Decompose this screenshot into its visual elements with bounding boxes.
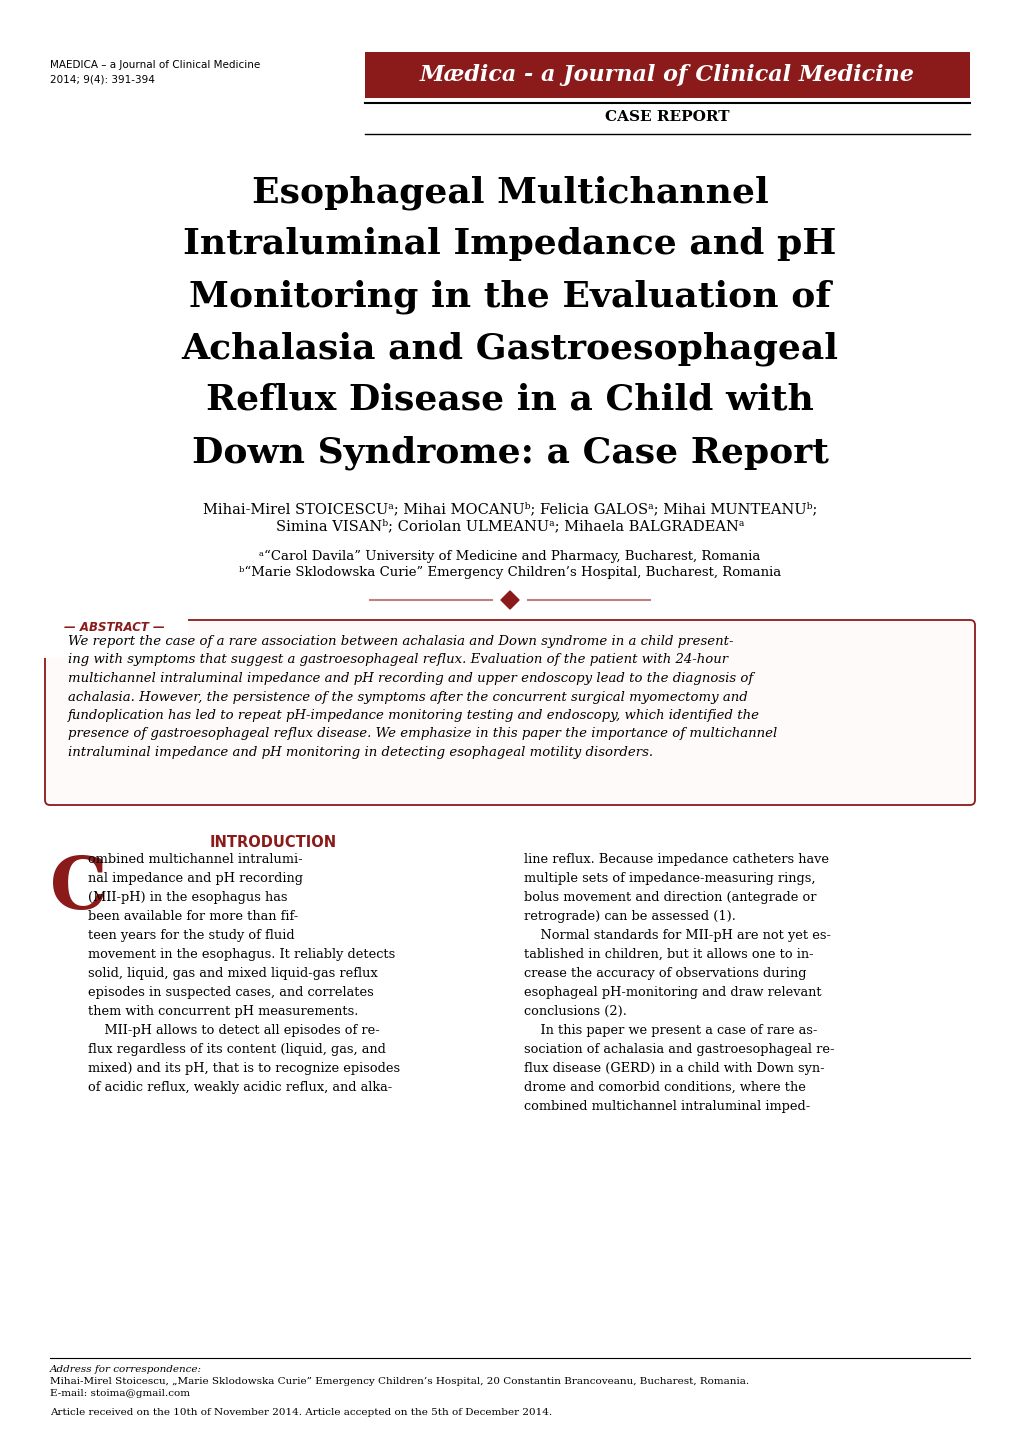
Text: Monitoring in the Evaluation of: Monitoring in the Evaluation of [189,279,830,313]
Bar [365,51,969,99]
Text: Reflux Disease in a Child with: Reflux Disease in a Child with [206,383,813,418]
Text: Address for correspondence:: Address for correspondence: [50,1366,202,1374]
Text: Esophageal Multichannel: Esophageal Multichannel [252,174,767,210]
Text: Mædica - a Journal of Clinical Medicine: Mædica - a Journal of Clinical Medicine [420,64,914,86]
Text: Mihai-Mirel STOICESCUᵃ; Mihai MOCANUᵇ; Felicia GALOSᵃ; Mihai MUNTEANUᵇ;: Mihai-Mirel STOICESCUᵃ; Mihai MOCANUᵇ; F… [203,502,816,516]
Text: We report the case of a rare association between achalasia and Down syndrome in : We report the case of a rare association… [68,635,776,759]
FancyBboxPatch shape [45,621,974,805]
Text: C: C [50,854,107,924]
Text: Down Syndrome: a Case Report: Down Syndrome: a Case Report [192,435,827,469]
Text: Intraluminal Impedance and pH: Intraluminal Impedance and pH [183,227,836,262]
Text: Simina VISANᵇ; Coriolan ULMEANUᵃ; Mihaela BALGRADEANᵃ: Simina VISANᵇ; Coriolan ULMEANUᵃ; Mihael… [275,519,744,533]
Text: INTRODUCTION: INTRODUCTION [209,835,336,849]
Polygon shape [500,591,519,609]
Text: CASE REPORT: CASE REPORT [604,110,729,124]
Text: Mihai-Mirel Stoicescu, „Marie Sklodowska Curie” Emergency Children’s Hospital, 2: Mihai-Mirel Stoicescu, „Marie Sklodowska… [50,1377,748,1386]
Text: ᵃ“Carol Davila” University of Medicine and Pharmacy, Bucharest, Romania: ᵃ“Carol Davila” University of Medicine a… [259,551,760,563]
Text: MAEDICA – a Journal of Clinical Medicine: MAEDICA – a Journal of Clinical Medicine [50,60,260,70]
Text: Achalasia and Gastroesophageal: Achalasia and Gastroesophageal [181,330,838,366]
Text: ombined multichannel intralumi-
nal impedance and pH recording
(MII-pH) in the e: ombined multichannel intralumi- nal impe… [88,854,399,1094]
Text: E-mail: stoima@gmail.com: E-mail: stoima@gmail.com [50,1389,190,1399]
Text: ᵇ“Marie Sklodowska Curie” Emergency Children’s Hospital, Bucharest, Romania: ᵇ“Marie Sklodowska Curie” Emergency Chil… [238,566,781,579]
Text: line reflux. Because impedance catheters have
multiple sets of impedance-measuri: line reflux. Because impedance catheters… [524,854,834,1113]
Text: Article received on the 10th of November 2014. Article accepted on the 5th of De: Article received on the 10th of November… [50,1409,551,1417]
Text: 2014; 9(4): 391-394: 2014; 9(4): 391-394 [50,74,155,84]
Text: — ABSTRACT —: — ABSTRACT — [64,621,165,633]
